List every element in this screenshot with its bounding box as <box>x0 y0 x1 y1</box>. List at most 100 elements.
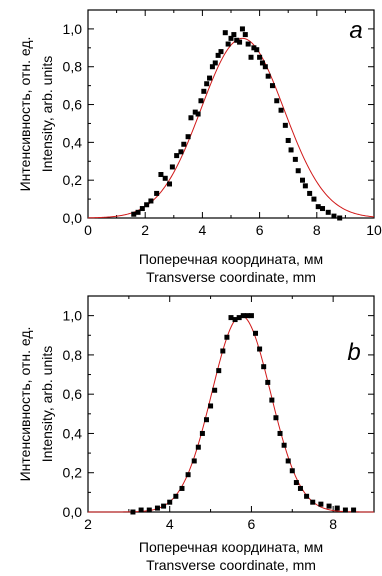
y-tick-label: 0,0 <box>63 210 83 226</box>
data-point <box>216 368 222 374</box>
data-point <box>146 507 152 513</box>
y-tick-label: 0,4 <box>63 425 83 441</box>
data-point <box>139 206 145 212</box>
data-point <box>293 480 299 486</box>
data-point <box>320 206 326 212</box>
data-point <box>289 468 295 474</box>
data-point <box>311 196 317 202</box>
data-point <box>261 364 267 370</box>
x-tick-label: 0 <box>84 222 92 238</box>
x-tick-label: 2 <box>84 516 92 532</box>
data-point <box>237 39 243 45</box>
data-point <box>148 198 154 204</box>
data-point <box>195 111 201 117</box>
x-axis-label-ru: Поперечная координата, мм <box>139 539 323 555</box>
data-point <box>161 503 167 509</box>
plot-frame <box>87 295 375 513</box>
data-point <box>144 202 150 208</box>
data-point <box>300 177 305 183</box>
data-point <box>204 81 210 87</box>
gaussian-fit-line <box>87 37 375 219</box>
chart-panel-b: 2 4 6 8 0,0 0,2 0,4 0,6 0,8 1,0 Поперечная координ… <box>17 295 375 573</box>
y-tick-label: 1,0 <box>63 308 83 324</box>
data-point <box>248 313 254 319</box>
data-point <box>307 190 313 196</box>
data-point <box>192 109 198 115</box>
data-point <box>220 348 226 354</box>
y-tick-label: 0,8 <box>63 59 83 75</box>
data-point <box>292 156 298 162</box>
data-point <box>232 317 238 323</box>
y-axis-label-ru: Интенсивность, отн. ед. <box>17 37 33 192</box>
x-axis-label-en: Transverse coordinate, mm <box>146 269 316 285</box>
data-point <box>274 98 280 104</box>
data-point <box>257 54 263 60</box>
plot-frame <box>87 9 375 219</box>
data-point <box>304 493 310 499</box>
data-point <box>326 503 332 509</box>
data-point <box>191 458 197 464</box>
data-point <box>215 52 221 58</box>
y-tick-label: 0,0 <box>63 504 83 520</box>
panel-letter: b <box>347 339 360 366</box>
x-tick-label: 10 <box>366 222 382 238</box>
data-point <box>198 98 204 104</box>
data-point <box>337 215 343 221</box>
y-tick-label: 0,2 <box>63 465 83 481</box>
data-point <box>169 164 175 170</box>
data-point <box>239 26 245 32</box>
data-point <box>207 75 213 81</box>
data-point <box>208 403 214 409</box>
data-point <box>181 141 187 147</box>
data-point <box>158 172 164 178</box>
data-point <box>331 213 337 219</box>
data-point <box>212 60 218 66</box>
data-point <box>253 330 259 336</box>
data-point <box>288 147 294 153</box>
data-point <box>285 137 291 143</box>
x-tick-label: 6 <box>256 222 264 238</box>
x-tick-label: 8 <box>329 516 337 532</box>
y-axis-label-ru: Интенсивность, отн. ед. <box>17 327 33 482</box>
data-point <box>273 415 279 421</box>
data-point <box>277 430 283 436</box>
data-point <box>130 509 136 515</box>
data-point <box>251 45 257 51</box>
data-point <box>285 458 291 464</box>
data-point <box>245 41 251 47</box>
data-point <box>259 60 265 66</box>
y-tick-label: 1,0 <box>63 21 83 37</box>
data-point <box>222 30 228 36</box>
data-point <box>135 209 141 215</box>
data-point <box>269 83 275 89</box>
y-tick-label: 0,2 <box>63 172 83 188</box>
x-axis-label-en: Transverse coordinate, mm <box>146 557 316 573</box>
data-point <box>154 505 160 511</box>
data-point <box>234 37 240 43</box>
data-point <box>334 505 340 511</box>
y-axis-label-en: Intensity, arb. units <box>39 56 55 172</box>
data-point <box>281 442 287 448</box>
data-point <box>228 35 234 41</box>
data-point <box>231 32 237 38</box>
data-point <box>342 507 348 513</box>
data-point <box>185 472 191 478</box>
y-tick-label: 0,6 <box>63 97 83 113</box>
data-point <box>257 346 263 352</box>
data-point <box>199 430 205 436</box>
x-tick-label: 2 <box>141 222 149 238</box>
y-tick-label: 0,4 <box>63 134 83 150</box>
data-point <box>297 485 303 491</box>
data-point <box>188 115 194 121</box>
data-point <box>173 493 179 499</box>
data-point <box>244 313 250 319</box>
data-point <box>248 54 254 60</box>
gaussian-fit-line <box>88 315 374 513</box>
x-tick-label: 4 <box>199 222 207 238</box>
data-point <box>240 313 246 319</box>
data-point <box>195 444 201 450</box>
data-point <box>262 64 268 70</box>
data-point <box>201 88 207 94</box>
data-point <box>265 73 271 79</box>
data-point <box>254 47 260 53</box>
